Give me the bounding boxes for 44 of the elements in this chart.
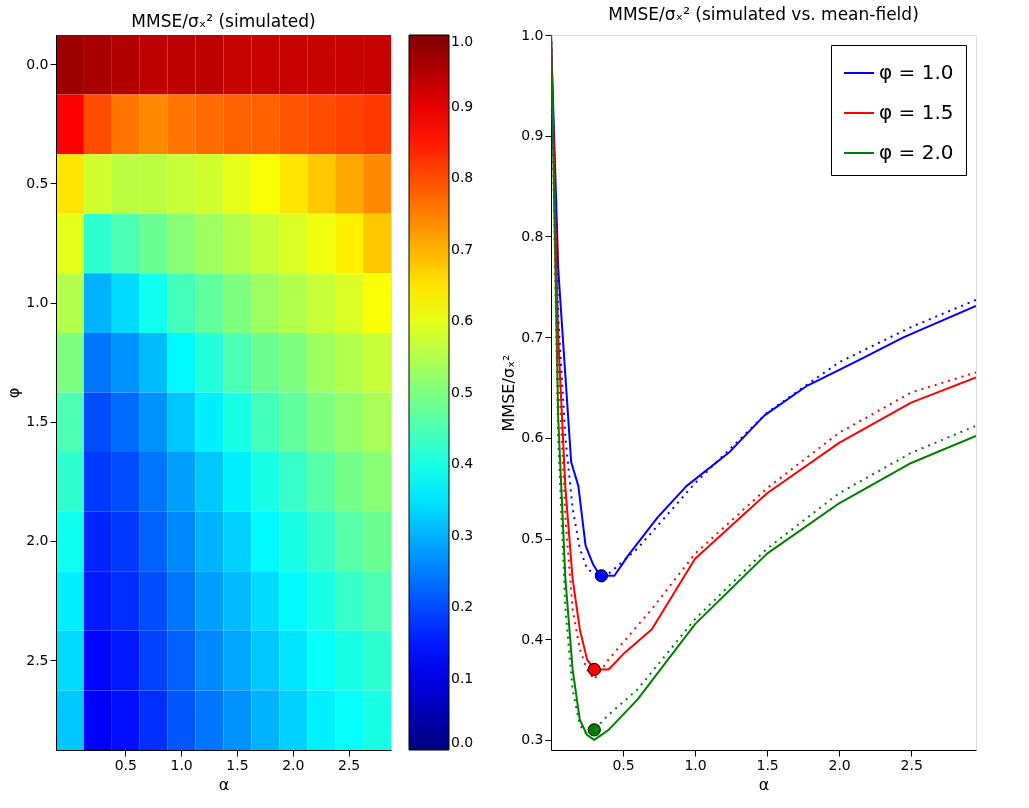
y-tick-label: 2.0 <box>26 532 49 549</box>
chart-title: MMSE/σₓ² (simulated) <box>131 11 316 31</box>
y-tick-label: 0.0 <box>26 55 49 72</box>
color-bar-label: 0.5 <box>451 383 474 400</box>
y-axis-title: φ <box>4 387 24 399</box>
x-tick-label: 2.0 <box>282 756 305 773</box>
y-tick-label: 2.5 <box>26 651 49 668</box>
y-tick-label: 0.5 <box>26 174 49 191</box>
color-bar-label: 0.4 <box>451 455 474 471</box>
y-tick-label: 1.0 <box>26 294 49 311</box>
legend-label: φ = 2.0 <box>879 140 954 164</box>
x-tick-label: 2.0 <box>828 756 851 773</box>
color-bar-label: 0.9 <box>451 97 474 114</box>
color-bar-label: 0.3 <box>451 526 474 543</box>
x-tick-label: 2.5 <box>900 756 923 773</box>
y-tick-label: 0.3 <box>521 731 544 748</box>
chart-title: MMSE/σₓ² (simulated vs. mean-field) <box>608 4 919 24</box>
x-tick-label: 0.5 <box>612 756 635 773</box>
x-axis-title: α <box>758 774 770 794</box>
x-tick-label: 1.0 <box>170 756 193 773</box>
y-tick-label: 0.4 <box>521 630 544 647</box>
x-tick-label: 2.5 <box>337 756 361 773</box>
color-bar-label: 0.6 <box>451 312 474 328</box>
y-axis-title: MMSE/σₓ² <box>499 354 519 432</box>
y-tick-label: 1.5 <box>26 413 49 430</box>
x-axis-title: α <box>218 774 230 794</box>
color-bar-label: 0.7 <box>451 240 474 257</box>
y-tick-label: 0.9 <box>521 127 544 144</box>
y-tick-label: 0.6 <box>521 429 544 446</box>
y-tick-label: 0.7 <box>521 328 544 345</box>
y-tick-label: 0.5 <box>521 530 544 547</box>
color-bar-label: 0.2 <box>451 598 474 614</box>
x-tick-label: 1.0 <box>684 756 707 773</box>
x-tick-label: 0.5 <box>114 756 137 773</box>
x-tick-label: 1.5 <box>226 756 249 773</box>
color-bar-label: 1.0 <box>451 33 474 49</box>
color-bar-label: 0.8 <box>451 169 474 185</box>
y-tick-label: 1.0 <box>521 26 544 43</box>
color-bar-label: 0.1 <box>451 669 474 686</box>
legend-label: φ = 1.5 <box>879 100 954 124</box>
legend-label: φ = 1.0 <box>879 60 954 84</box>
x-tick-label: 1.5 <box>756 756 779 773</box>
color-bar-label: 0.0 <box>451 734 474 750</box>
y-tick-label: 0.8 <box>521 227 544 244</box>
